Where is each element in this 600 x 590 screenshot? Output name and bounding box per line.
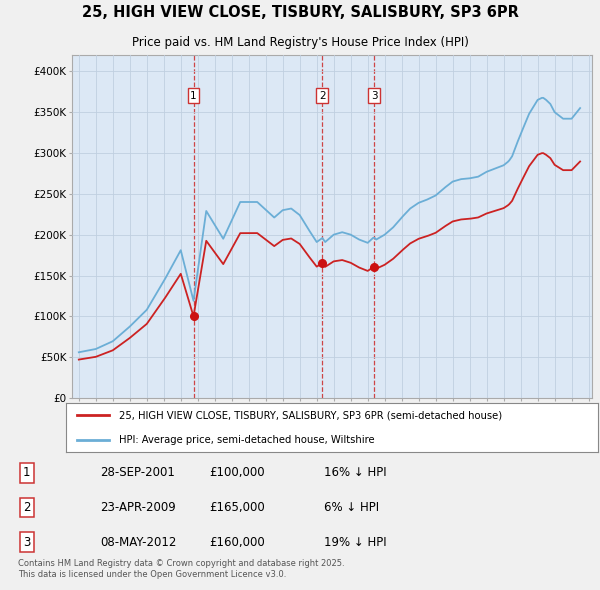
Text: 16% ↓ HPI: 16% ↓ HPI [323, 466, 386, 479]
Text: 2: 2 [319, 91, 326, 101]
Text: 3: 3 [371, 91, 377, 101]
Text: £165,000: £165,000 [209, 501, 265, 514]
Text: 19% ↓ HPI: 19% ↓ HPI [323, 536, 386, 549]
Text: 25, HIGH VIEW CLOSE, TISBURY, SALISBURY, SP3 6PR: 25, HIGH VIEW CLOSE, TISBURY, SALISBURY,… [82, 5, 518, 19]
Text: 23-APR-2009: 23-APR-2009 [100, 501, 176, 514]
Text: 08-MAY-2012: 08-MAY-2012 [100, 536, 176, 549]
Text: 1: 1 [190, 91, 197, 101]
Text: Price paid vs. HM Land Registry's House Price Index (HPI): Price paid vs. HM Land Registry's House … [131, 37, 469, 50]
Text: 25, HIGH VIEW CLOSE, TISBURY, SALISBURY, SP3 6PR (semi-detached house): 25, HIGH VIEW CLOSE, TISBURY, SALISBURY,… [119, 410, 502, 420]
Text: £100,000: £100,000 [209, 466, 265, 479]
Text: 28-SEP-2001: 28-SEP-2001 [100, 466, 175, 479]
Text: Contains HM Land Registry data © Crown copyright and database right 2025.
This d: Contains HM Land Registry data © Crown c… [18, 559, 344, 579]
Text: 6% ↓ HPI: 6% ↓ HPI [323, 501, 379, 514]
Text: 2: 2 [23, 501, 31, 514]
Text: 1: 1 [23, 466, 31, 479]
Text: £160,000: £160,000 [209, 536, 265, 549]
Text: 3: 3 [23, 536, 30, 549]
Text: HPI: Average price, semi-detached house, Wiltshire: HPI: Average price, semi-detached house,… [119, 435, 375, 445]
